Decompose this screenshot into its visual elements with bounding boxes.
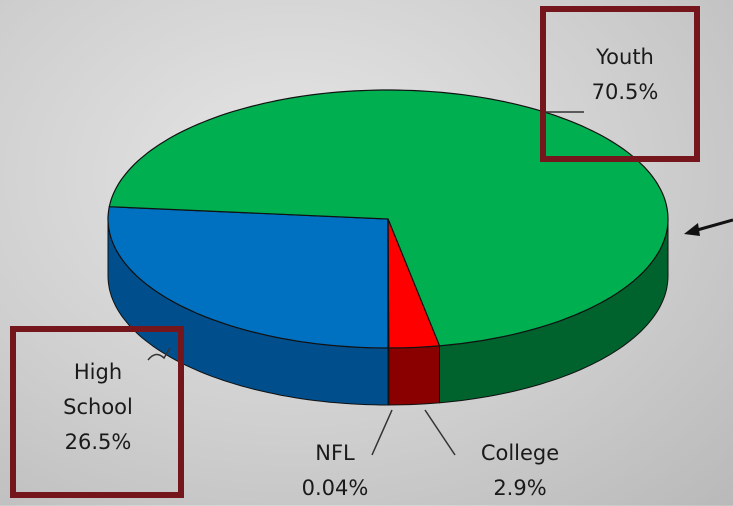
- slice-label: College 2.9%: [465, 436, 575, 506]
- leader-line: [371, 409, 393, 456]
- value-label: 70.5%: [591, 80, 659, 104]
- slice-label: Youth 70.5%: [560, 40, 690, 110]
- slice: [387, 218, 441, 349]
- highlight-box: [540, 6, 700, 162]
- value-label: 0.04%: [301, 476, 369, 500]
- category-label: College: [480, 441, 560, 465]
- slice-side: [387, 347, 390, 406]
- slice-label: NFL 0.04%: [290, 436, 380, 506]
- leader-line: [147, 347, 171, 361]
- slice: [387, 218, 390, 349]
- highlight-box: [10, 326, 184, 498]
- slice-label: High School 26.5%: [18, 355, 178, 460]
- slice-side: [388, 345, 440, 406]
- slice: [108, 89, 669, 347]
- arrow-head: [684, 223, 700, 236]
- leader-line: [424, 409, 456, 456]
- decor: [147, 111, 733, 456]
- category-label: NFL: [315, 441, 355, 465]
- value-label: 2.9%: [493, 476, 547, 500]
- category-label: High School: [63, 360, 133, 419]
- category-label: Youth: [596, 45, 654, 69]
- slice: [107, 206, 389, 349]
- value-label: 26.5%: [64, 430, 132, 454]
